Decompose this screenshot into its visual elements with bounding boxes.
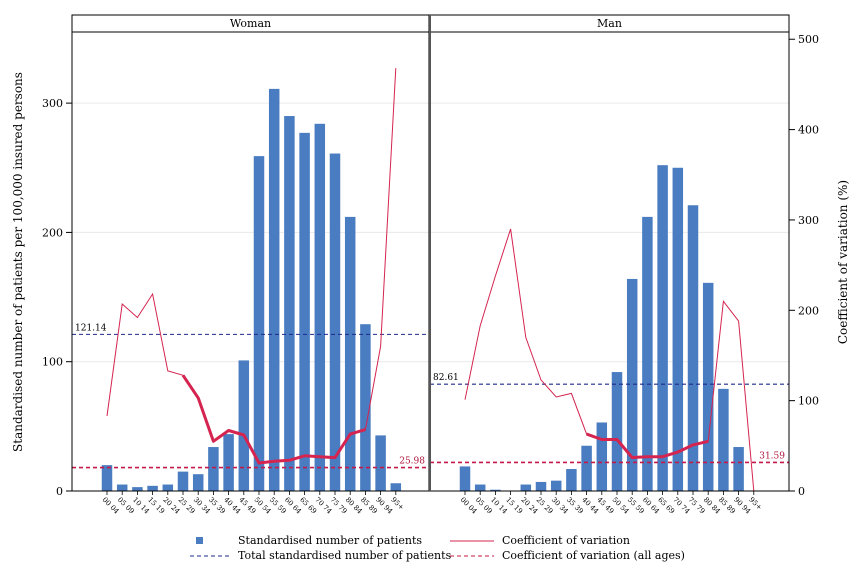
bar (314, 123, 326, 492)
bar (672, 167, 684, 491)
bar (299, 132, 310, 491)
y2-tick-label: 500 (798, 33, 819, 46)
bar (162, 484, 174, 491)
bar (147, 485, 158, 491)
cv-all-ages-label: 25.98 (399, 457, 425, 467)
panel-title: Man (597, 17, 622, 30)
y-axis-title: Standardised number of patients per 100,… (11, 72, 25, 452)
bar (626, 278, 638, 491)
bar (474, 484, 486, 491)
legend-label: Coefficient of variation (502, 534, 630, 547)
bar (101, 465, 113, 491)
legend-label: Coefficient of variation (all ages) (502, 549, 685, 562)
bar (566, 469, 577, 491)
bar (520, 484, 532, 491)
legend-swatch-bars (196, 537, 203, 544)
bar (490, 489, 501, 491)
y2-tick-label: 400 (798, 124, 819, 137)
legend-label: Total standardised number of patients (238, 549, 452, 562)
bar (611, 372, 623, 491)
bar (268, 88, 280, 492)
bar (535, 481, 547, 491)
y-tick-label: 300 (42, 97, 63, 110)
panel-title: Woman (230, 17, 271, 30)
bar (253, 156, 265, 491)
bar (657, 165, 668, 491)
bar (375, 435, 386, 491)
bar (390, 483, 402, 491)
bar (581, 445, 592, 491)
y2-tick-label: 300 (798, 214, 819, 227)
bar (459, 466, 471, 491)
bar (360, 324, 371, 491)
bar (642, 216, 653, 492)
bar (208, 447, 219, 491)
bar (132, 487, 143, 491)
bar (687, 205, 699, 491)
total-reference-label: 121.14 (75, 323, 107, 333)
bar (284, 116, 295, 492)
y-tick-label: 200 (42, 226, 63, 239)
bar (192, 474, 204, 491)
cv-line-reliable-segment (181, 374, 366, 465)
bar (550, 480, 562, 491)
cv-all-ages-label: 31.59 (759, 451, 785, 461)
bar (733, 447, 744, 491)
bar (596, 422, 608, 491)
panel-frame (429, 31, 790, 492)
y-tick-label: 0 (56, 485, 63, 498)
bar (344, 216, 356, 492)
bar (718, 388, 729, 491)
y2-tick-label: 200 (798, 304, 819, 317)
total-reference-label: 82.61 (433, 373, 459, 383)
cv-line-reliable-segment (586, 432, 709, 460)
y2-tick-label: 100 (798, 395, 819, 408)
legend-label: Standardised number of patients (238, 534, 422, 547)
bar (177, 471, 189, 491)
y2-axis-title: Coefficient of variation (%) (836, 180, 850, 344)
y2-tick-label: 0 (798, 485, 805, 498)
bar (238, 360, 250, 491)
panel-frame (71, 31, 430, 492)
bar (702, 282, 714, 491)
bar (223, 434, 234, 491)
bar (116, 484, 128, 491)
y-tick-label: 100 (42, 356, 63, 369)
bar (329, 153, 341, 491)
